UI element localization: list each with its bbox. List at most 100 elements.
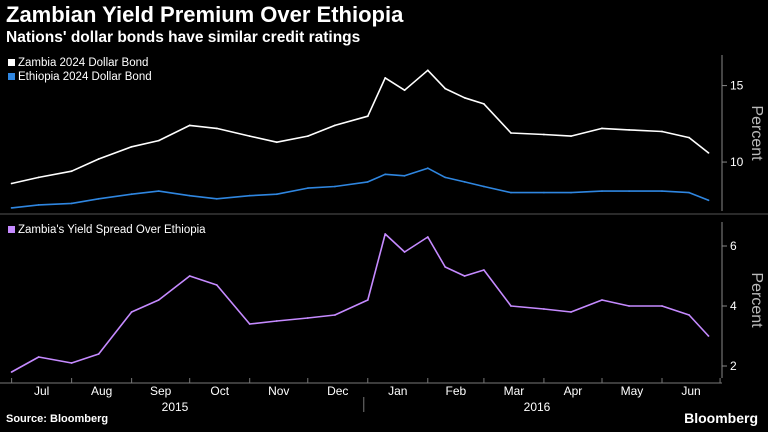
x-tick-label: Feb [446,384,467,398]
data-point [97,158,100,160]
data-point [306,135,309,138]
data-point [403,89,406,92]
data-point [444,176,447,179]
data-point [444,266,447,268]
data-point [157,139,160,142]
data-point [130,193,133,196]
data-point [248,194,251,197]
data-point [157,190,160,193]
data-point [707,335,710,337]
x-tick-label: Nov [268,384,289,398]
bloomberg-logo: Bloomberg [684,410,758,426]
y-tick-label: 15 [730,79,744,93]
data-point [37,356,40,358]
y-tick-label: 2 [730,359,737,373]
data-point [570,135,572,138]
data-point [248,135,251,138]
data-point [188,275,191,277]
y-tick-label: 6 [730,239,737,253]
data-point [306,187,309,190]
legend-label: Zambia's Yield Spread Over Ethiopia [18,224,206,236]
x-tick-label: Jul [34,384,49,398]
data-point [275,141,278,144]
data-point [510,132,512,134]
legend-label: Zambia 2024 Dollar Bond [18,57,148,69]
data-point [384,77,387,79]
data-point [426,167,429,170]
legend-swatch [8,59,15,66]
data-point [97,197,100,200]
data-point [70,362,73,364]
data-point [707,152,710,154]
data-point [188,124,191,127]
data-point [70,170,73,173]
data-point [403,251,406,253]
legend-swatch [8,226,15,233]
data-point [426,69,429,72]
data-point [10,207,13,209]
data-point [334,314,336,316]
x-tick-label: Dec [327,384,348,398]
data-point [601,190,603,193]
data-point [688,191,690,194]
x-tick-label: Oct [210,384,229,398]
data-point [661,190,663,193]
data-point [570,191,572,194]
data-point [483,185,485,188]
y-axis-title: Percent [748,272,765,328]
legend-label: Ethiopia 2024 Dollar Bond [18,71,152,83]
data-point [628,129,630,131]
data-point [275,320,278,322]
data-point [628,190,630,193]
data-point [366,115,369,118]
data-point [661,130,663,133]
data-point [510,191,512,194]
data-point [37,176,40,179]
data-point [215,284,218,286]
chart-subtitle: Nations' dollar bonds have similar credi… [6,29,361,46]
data-point [601,127,603,130]
data-point [543,308,545,310]
y-axis-title: Percent [748,105,765,161]
spread-line [11,233,710,373]
data-point [628,305,630,307]
data-point [97,353,100,355]
year-label: 2015 [162,400,189,414]
x-tick-label: Aug [91,384,112,398]
y-tick-label: 4 [730,299,737,313]
data-point [463,96,466,99]
data-point [463,275,466,277]
data-point [688,314,690,316]
data-point [188,194,191,197]
x-tick-label: Jun [681,384,700,398]
chart-title: Zambian Yield Premium Over Ethiopia [6,2,404,27]
data-point [157,299,160,301]
x-tick-label: Jan [388,384,407,398]
data-point [366,299,369,301]
data-point [707,199,710,202]
data-point [688,136,690,139]
data-point [483,269,485,271]
data-point [510,305,512,307]
data-point [570,311,572,313]
data-point [10,371,13,373]
year-label: 2016 [524,400,551,414]
data-point [444,87,447,90]
data-point [275,193,278,196]
x-tick-label: Apr [564,384,583,398]
x-tick-label: Mar [504,384,525,398]
data-point [215,197,218,200]
data-point [483,103,485,105]
data-point [10,182,13,185]
data-point [601,299,603,301]
data-point [384,233,387,235]
y-tick-label: 10 [730,155,744,169]
data-point [403,174,406,177]
data-point [334,124,336,127]
legend-swatch [8,73,15,80]
data-point [426,236,429,238]
data-point [215,127,218,130]
data-point [661,305,663,307]
data-point [543,133,545,136]
